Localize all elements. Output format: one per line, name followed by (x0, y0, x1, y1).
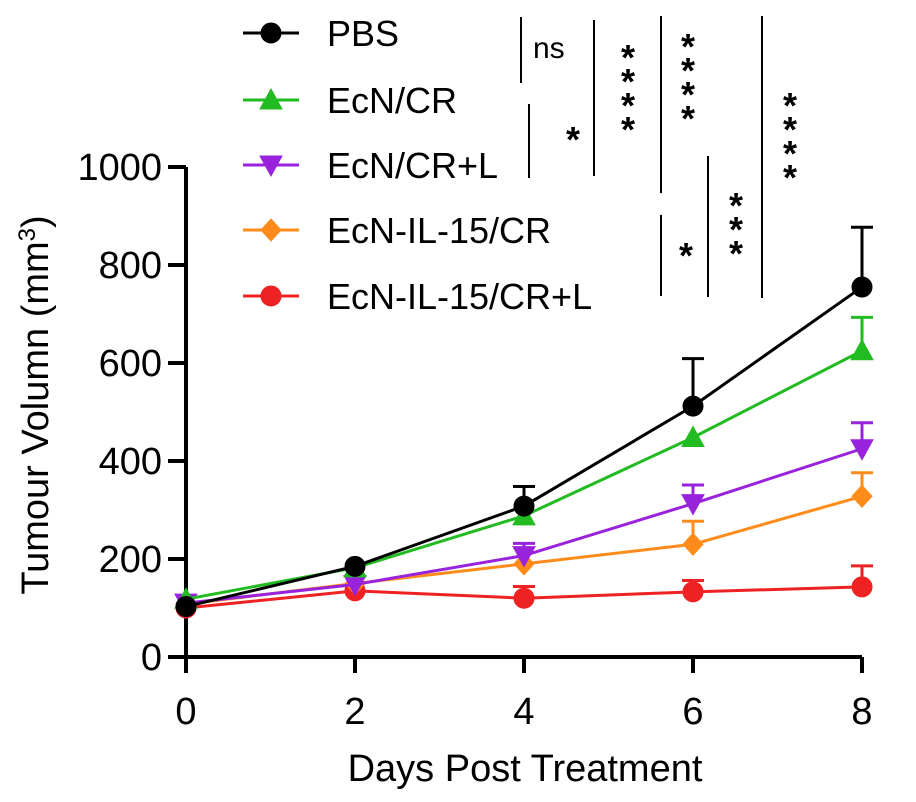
data-point (682, 395, 704, 417)
series-layer (174, 225, 874, 619)
y-tick-label: 800 (99, 245, 162, 287)
data-point (682, 532, 704, 557)
y-tick-label: 400 (99, 441, 162, 483)
y-axis-title-main: Tumour Volumn (mm (15, 241, 57, 594)
significance-label: ns (533, 32, 565, 65)
legend-label: EcN-IL-15/CR (327, 210, 551, 251)
data-point (175, 596, 197, 618)
legend-label: PBS (327, 13, 399, 54)
significance-label: * * * * (621, 37, 635, 150)
y-axis-title-superscript: 3 (14, 228, 41, 241)
y-tick-label: 600 (99, 343, 162, 385)
y-tick-label: 200 (99, 539, 162, 581)
series-pbs (175, 225, 873, 618)
legend-label: EcN-IL-15/CR+L (327, 276, 592, 317)
x-tick-label: 4 (513, 691, 534, 733)
data-point (850, 439, 874, 461)
data-point (512, 546, 536, 568)
x-tick-label: 6 (682, 691, 703, 733)
significance-label: * * * (729, 185, 743, 274)
significance-label: * (679, 235, 693, 276)
legend-item: EcN-IL-15/CR+L (243, 276, 592, 317)
data-point (681, 494, 705, 516)
y-tick-label: 1000 (77, 147, 162, 189)
legend-marker (259, 87, 283, 110)
legend-item: EcN-IL-15/CR (243, 210, 551, 251)
y-axis-title: Tumour Volumn (mm3) (14, 215, 58, 594)
axes: 0 2 4 6 8 0 200 400 600 800 1000 (77, 147, 872, 733)
legend-marker (260, 285, 282, 307)
x-axis-title: Days Post Treatment (348, 748, 703, 790)
significance-label: * * * * (681, 26, 695, 139)
legend-label: EcN/CR (327, 80, 457, 121)
data-point (681, 425, 705, 447)
y-tick-label: 0 (141, 637, 162, 679)
significance-label: * * * * (783, 85, 797, 198)
data-point (851, 576, 873, 598)
data-point (851, 276, 873, 298)
data-point (851, 484, 873, 509)
x-tick-label: 0 (175, 691, 196, 733)
data-point (682, 581, 704, 603)
legend-marker (260, 22, 282, 44)
legend-label: EcN/CR+L (327, 145, 498, 186)
legend-item: EcN/CR+L (243, 145, 498, 186)
y-axis-title-close: ) (15, 215, 57, 228)
legend-item: PBS (243, 13, 399, 54)
series-ecn-cr-l (174, 421, 874, 616)
significance-label: * (566, 119, 580, 160)
significance-annotations: ns** * * ** * * *** * ** * * * (520, 16, 797, 298)
x-tick-label: 2 (344, 691, 365, 733)
data-point (344, 555, 366, 577)
data-point (850, 338, 874, 361)
data-point (513, 587, 535, 609)
x-tick-label: 8 (851, 691, 872, 733)
data-point (513, 495, 535, 517)
legend-marker (260, 218, 282, 242)
legend-item: EcN/CR (243, 80, 457, 121)
legend: PBS EcN/CR EcN/CR+L EcN-IL-15/CR EcN-IL-15/C… (243, 13, 592, 317)
legend-marker (259, 155, 283, 178)
